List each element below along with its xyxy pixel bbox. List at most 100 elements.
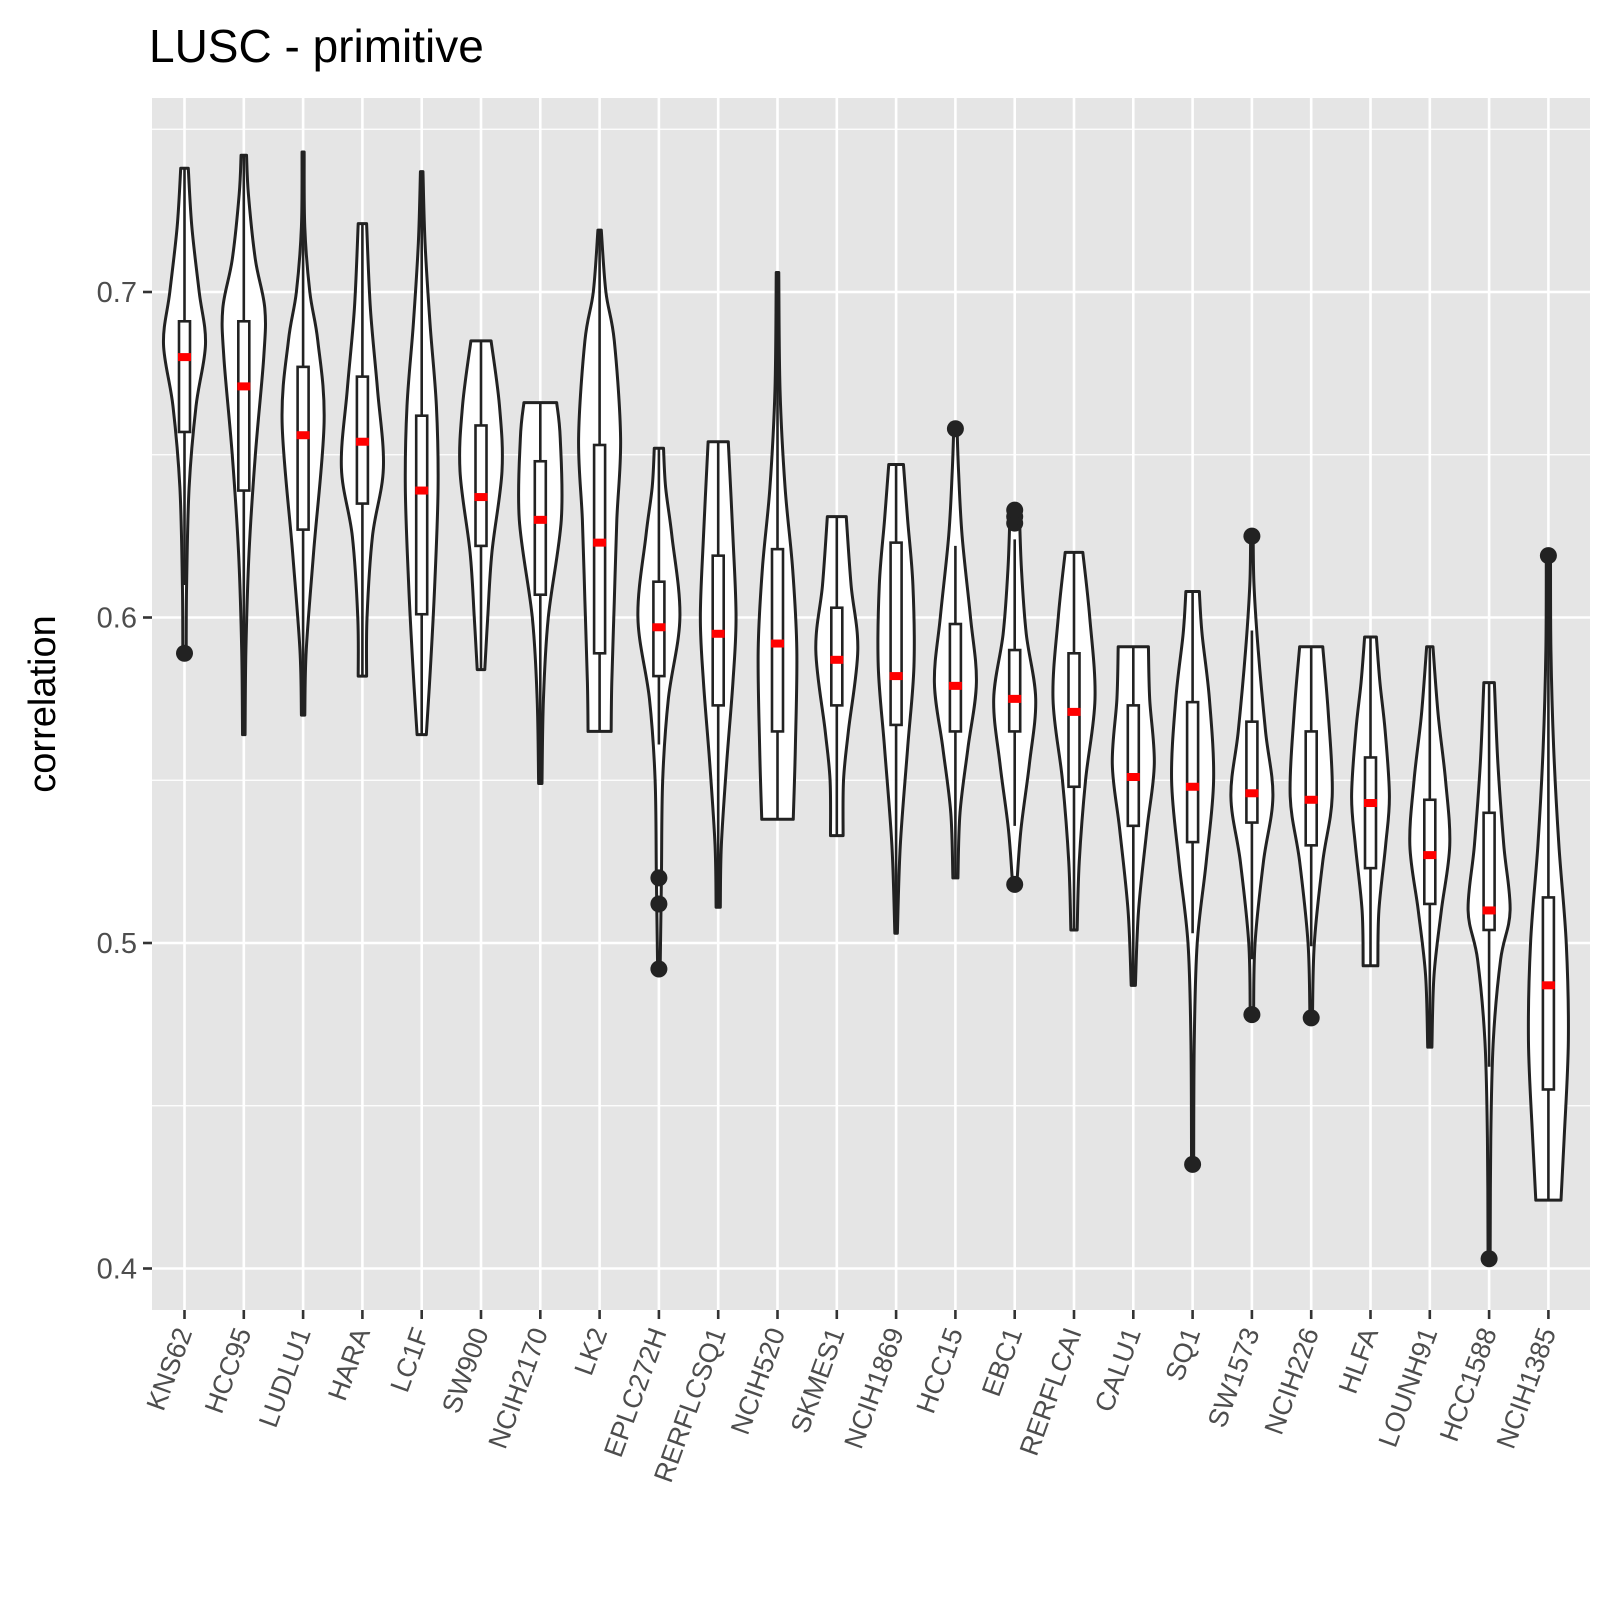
median-mark — [237, 382, 251, 391]
median-mark — [652, 623, 666, 632]
outlier-point — [176, 644, 193, 662]
x-tick-label: KNS62 — [141, 1324, 198, 1415]
violin-RERFLCAI — [1051, 550, 1097, 932]
outlier-point — [946, 420, 964, 438]
x-tick-label: LUDLU1 — [253, 1324, 317, 1432]
violin-NCIH1385 — [1526, 547, 1570, 1202]
iqr-box — [1126, 704, 1141, 828]
median-mark — [1245, 789, 1259, 798]
outlier-point — [1006, 501, 1024, 519]
iqr-box — [889, 541, 903, 727]
iqr-box — [1007, 648, 1022, 733]
median-mark — [830, 655, 844, 664]
outlier-point — [650, 960, 668, 978]
median-mark — [1364, 799, 1377, 808]
x-tick-label: HARA — [322, 1324, 376, 1405]
x-tick-label: CALU1 — [1089, 1324, 1147, 1416]
violin-SQ1 — [1170, 589, 1216, 1173]
violin-SW1573 — [1229, 527, 1275, 1024]
plot-panel — [152, 98, 1590, 1310]
violin-HCC95 — [220, 153, 267, 737]
violin-HCC15 — [932, 420, 978, 880]
iqr-box — [1185, 700, 1200, 844]
violin-SW900 — [458, 339, 504, 672]
median-mark — [1186, 782, 1200, 791]
iqr-box — [1541, 896, 1556, 1091]
violin-SKMES1 — [814, 515, 860, 838]
x-tick-label: RERFLCAI — [1014, 1324, 1088, 1460]
median-mark — [355, 437, 369, 446]
iqr-box — [533, 459, 548, 597]
violin-HARA — [339, 222, 385, 678]
x-tick-label: NCIH226 — [1259, 1324, 1325, 1439]
iqr-box — [592, 443, 607, 655]
x-tick-label: NCIH2170 — [483, 1324, 554, 1453]
x-tick-label: NCIH1869 — [838, 1324, 909, 1453]
chart-title: LUSC - primitive — [149, 20, 484, 72]
iqr-box — [1067, 652, 1081, 789]
x-tick-label: EBC1 — [976, 1324, 1028, 1401]
x-tick-label: SKMES1 — [785, 1324, 851, 1437]
minor-gridlines — [152, 128, 1590, 1107]
x-tick-label: SW1573 — [1202, 1324, 1266, 1432]
median-mark — [415, 486, 429, 495]
median-mark — [771, 639, 784, 648]
violin-RERFLCSQ1 — [698, 440, 738, 909]
iqr-box — [948, 622, 963, 733]
outlier-point — [650, 895, 668, 913]
y-axis: 0.4 0.5 0.6 0.7 — [97, 277, 152, 1286]
median-mark — [593, 538, 607, 547]
x-tick-label: LOUNH91 — [1373, 1324, 1444, 1451]
outlier-point — [1184, 1155, 1202, 1173]
violin-NCIH2170 — [517, 401, 564, 786]
median-mark — [1008, 694, 1022, 703]
median-mark — [889, 672, 903, 681]
median-mark — [1304, 795, 1318, 804]
iqr-box — [237, 319, 251, 492]
iqr-box — [1482, 811, 1496, 932]
x-tick-label: HCC1588 — [1434, 1324, 1503, 1446]
iqr-box — [1304, 730, 1318, 847]
outlier-point — [1243, 1006, 1261, 1024]
outlier-point — [1480, 1250, 1498, 1268]
x-tick-label: LK2 — [569, 1324, 614, 1379]
x-tick-label: NCIH1385 — [1491, 1324, 1562, 1453]
violin-EBC1 — [992, 501, 1038, 893]
violin-NCIH520 — [756, 270, 799, 821]
y-tick-label: 0.5 — [97, 928, 137, 960]
violin-CALU1 — [1110, 645, 1156, 987]
violin-LUDLU1 — [280, 150, 326, 717]
violin-LK2 — [577, 228, 623, 733]
median-mark — [1541, 981, 1555, 990]
iqr-box — [177, 319, 192, 434]
violin-LOUNH91 — [1408, 645, 1452, 1049]
median-mark — [1067, 707, 1081, 716]
x-tick-label: SW900 — [436, 1324, 494, 1417]
violin-NCIH226 — [1288, 645, 1334, 1027]
median-mark — [533, 515, 547, 524]
x-tick-label: HLFA — [1333, 1324, 1384, 1398]
median-mark — [1423, 851, 1437, 860]
y-tick-label: 0.7 — [97, 277, 137, 309]
violins — [161, 150, 1570, 1268]
median-mark — [1482, 906, 1496, 915]
iqr-box — [414, 414, 429, 616]
y-axis-label: correlation — [22, 615, 64, 792]
x-tick-label: SQ1 — [1160, 1324, 1207, 1385]
outlier-point — [650, 869, 668, 887]
y-tick-label: 0.4 — [97, 1254, 137, 1286]
outlier-point — [1243, 527, 1261, 545]
x-tick-label: NCIH520 — [725, 1324, 791, 1439]
violin-EPLC272H — [636, 446, 682, 978]
median-mark — [296, 431, 310, 440]
median-mark — [948, 681, 962, 690]
outlier-point — [1006, 875, 1024, 893]
median-mark — [178, 353, 191, 362]
iqr-box — [474, 424, 488, 548]
violin-HLFA — [1350, 635, 1391, 968]
outlier-point — [1539, 547, 1557, 565]
iqr-box — [1245, 720, 1259, 824]
median-mark — [474, 493, 488, 502]
